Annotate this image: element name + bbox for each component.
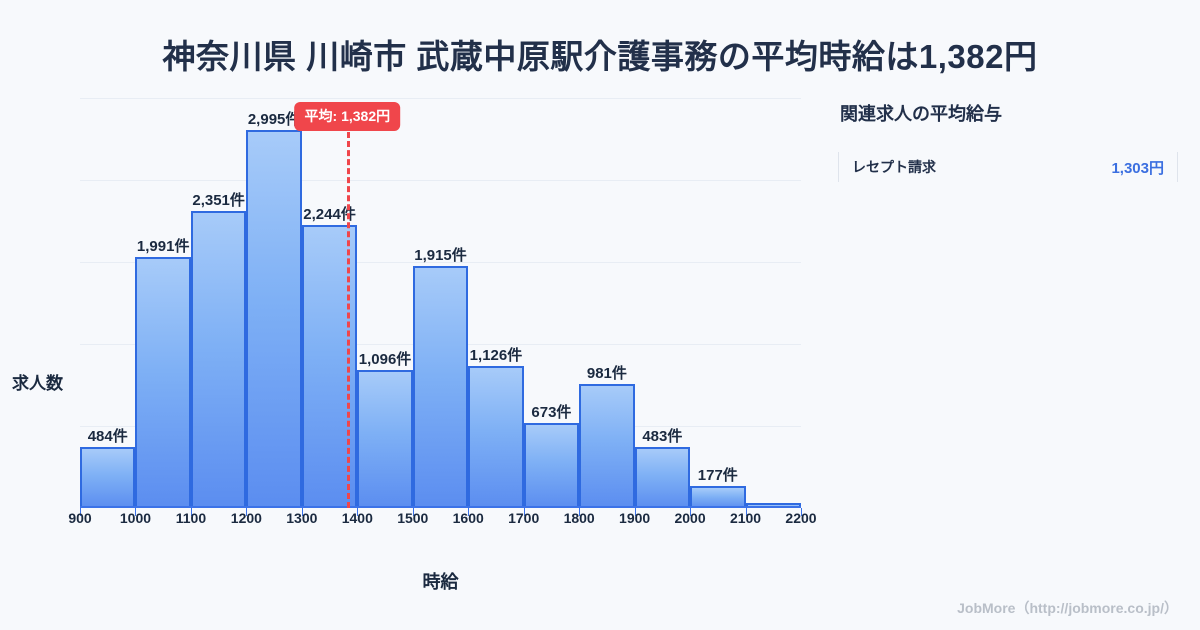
bar-series: 484件 1,991件 2,351件 2,995件 2,244件 1,096件 1,915件… — [80, 98, 801, 508]
x-axis-line — [80, 506, 801, 508]
mean-dashed-line — [347, 123, 351, 508]
x-axis-tick-label: 1100 — [175, 510, 207, 526]
bar-value-label: 2,351件 — [192, 192, 245, 210]
bar-value-label: 484件 — [87, 427, 128, 445]
bar — [135, 256, 191, 508]
bar-value-label: 1,991件 — [136, 237, 190, 255]
bar — [690, 485, 746, 508]
bar-value-label: 673件 — [531, 404, 572, 422]
bar-value-label: 2,244件 — [303, 205, 356, 223]
bar-value-label: 1,126件 — [469, 346, 523, 364]
bar-value-label: 483件 — [642, 428, 683, 446]
panel-row-list: レセプト請求 1,303円 — [838, 152, 1178, 182]
x-axis-tick-label: 1500 — [397, 510, 429, 526]
x-axis-tick — [745, 508, 747, 516]
panel-row-name: レセプト請求 — [852, 159, 936, 175]
x-axis-tick-label: 1800 — [563, 510, 595, 526]
bar — [468, 365, 524, 508]
x-axis-tick — [246, 508, 248, 516]
bar-value-label: 981件 — [586, 365, 627, 383]
x-axis-tick — [135, 508, 137, 516]
x-axis-tick — [523, 508, 525, 516]
bar — [246, 130, 302, 508]
bar — [745, 502, 801, 508]
x-axis-tick — [357, 508, 359, 516]
x-axis-tick-label: 1600 — [452, 510, 484, 526]
x-axis-tick-label: 1000 — [119, 510, 152, 526]
x-axis-tick — [690, 508, 692, 516]
gridline — [80, 98, 801, 99]
gridline — [80, 180, 801, 181]
x-axis-tick — [190, 508, 192, 516]
x-axis-tick-label: 2100 — [729, 510, 762, 526]
bar-value-label: 2,995件 — [247, 111, 301, 129]
footer-credit: JobMore（http://jobmore.co.jp/） — [957, 600, 1178, 616]
bar — [190, 211, 247, 508]
bar-value-label: 1,096件 — [358, 350, 412, 368]
y-axis-title: 求人数 — [12, 374, 63, 393]
x-axis-title: 時給 — [422, 572, 459, 592]
panel-title: 関連求人の平均給与 — [840, 104, 1002, 124]
bar-value-label: 177件 — [697, 466, 738, 484]
bar — [80, 446, 136, 508]
bar — [523, 423, 580, 508]
gridline — [80, 262, 801, 263]
x-axis-tick — [801, 508, 802, 516]
x-axis-tick-label: 1700 — [508, 510, 540, 526]
x-axis-tick-label: 1200 — [230, 510, 262, 526]
panel-row-value: 1,303円 — [1111, 159, 1164, 177]
page-title: 神奈川県 川崎市 武蔵中原駅介護事務の平均時給は1,382円 — [162, 38, 1038, 75]
mean-badge: 平均: 1,382円 — [294, 102, 401, 131]
bar — [412, 266, 469, 508]
x-axis-tick — [468, 508, 470, 516]
x-axis-tick-label: 2000 — [674, 510, 706, 526]
x-axis-tick-label: 1300 — [286, 510, 318, 526]
x-axis-tick — [412, 508, 414, 516]
x-axis-tick-label: 2200 — [785, 510, 817, 526]
bar — [357, 369, 413, 508]
x-axis-tick — [579, 508, 581, 516]
plot-area: 484件 1,991件 2,351件 2,995件 2,244件 1,096件 1,915件… — [80, 98, 802, 516]
histogram-chart: 求人数 484件 1,991件 2,351件 2,995件 2,244件 1,096件 1,… — [0, 90, 830, 560]
x-axis-tick — [80, 508, 81, 516]
bar — [634, 447, 691, 508]
x-axis-tick-label: 1400 — [341, 510, 373, 526]
bar — [579, 384, 635, 508]
bar-value-label: 1,915件 — [414, 247, 467, 265]
x-axis-tick-label: 1900 — [619, 510, 651, 526]
x-axis-tick — [301, 508, 303, 516]
panel-row[interactable]: レセプト請求 1,303円 — [838, 152, 1178, 182]
related-salary-panel: 関連求人の平均給与 レセプト請求 1,303円 — [838, 100, 1178, 182]
x-axis-tick — [634, 508, 636, 516]
x-axis-tick-label: 900 — [68, 510, 92, 526]
